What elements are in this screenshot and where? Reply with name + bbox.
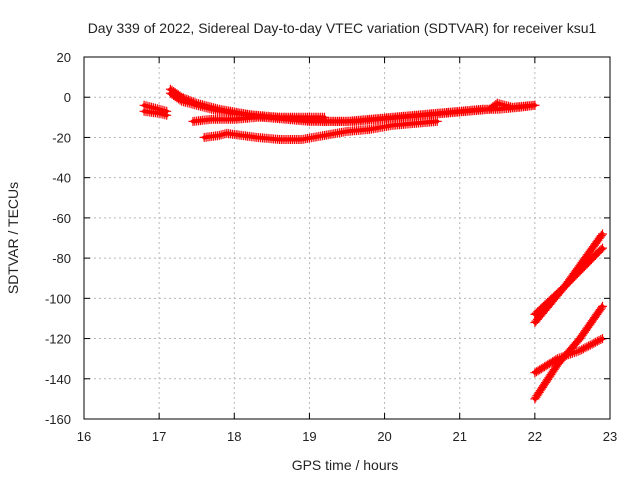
series-seg-f [199, 116, 442, 144]
x-tick-label-17: 17 [152, 429, 166, 444]
x-tick-label-16: 16 [77, 429, 91, 444]
y-tick-label--160: -160 [45, 412, 71, 427]
y-tick-label--20: -20 [52, 130, 71, 145]
x-tick-label-22: 22 [528, 429, 542, 444]
x-tick-label-20: 20 [377, 429, 391, 444]
x-axis-label: GPS time / hours [292, 457, 399, 473]
x-tick-label-21: 21 [452, 429, 466, 444]
series-seg-e [188, 112, 329, 126]
y-axis-label: SDTVAR / TECUs [5, 182, 21, 294]
axis-ticks: 16 17 18 19 20 21 22 23 20 0 -20 -40 -60 -80 -100 -120 -… [45, 50, 617, 444]
y-tick-label--40: -40 [52, 171, 71, 186]
y-tick-label--140: -140 [45, 372, 71, 387]
y-tick-label--80: -80 [52, 251, 71, 266]
y-tick-label--60: -60 [52, 211, 71, 226]
x-tick-label-23: 23 [603, 429, 617, 444]
series-seg-b [139, 106, 172, 120]
x-tick-label-18: 18 [227, 429, 241, 444]
series-seg-j [530, 301, 607, 404]
chart-title: Day 339 of 2022, Sidereal Day-to-day VTE… [88, 20, 597, 36]
y-tick-label--100: -100 [45, 291, 71, 306]
y-tick-label-0: 0 [64, 90, 71, 105]
data-series-group [139, 84, 607, 404]
y-tick-label-20: 20 [57, 50, 71, 65]
series-seg-h [530, 229, 607, 327]
plot-frame [83, 56, 611, 420]
y-tick-label--120: -120 [45, 332, 71, 347]
x-tick-label-19: 19 [302, 429, 316, 444]
